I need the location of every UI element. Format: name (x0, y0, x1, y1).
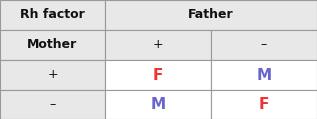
Text: +: + (153, 39, 163, 52)
Text: Father: Father (188, 8, 234, 22)
Text: Mother: Mother (27, 39, 78, 52)
Bar (105, 0, 317, 30)
Text: F: F (153, 67, 163, 82)
Bar (0, 60, 105, 90)
Bar (0, 0, 105, 30)
Text: M: M (256, 67, 272, 82)
Text: M: M (151, 97, 165, 112)
Bar (211, 60, 317, 90)
Text: Rh factor: Rh factor (20, 8, 85, 22)
Bar (105, 90, 211, 119)
Text: –: – (261, 39, 267, 52)
Text: F: F (259, 97, 269, 112)
Bar (105, 30, 211, 60)
Text: –: – (49, 98, 55, 111)
Bar (211, 90, 317, 119)
Bar (0, 90, 105, 119)
Bar (0, 30, 105, 60)
Bar (211, 30, 317, 60)
Bar (105, 60, 211, 90)
Text: +: + (47, 69, 58, 82)
